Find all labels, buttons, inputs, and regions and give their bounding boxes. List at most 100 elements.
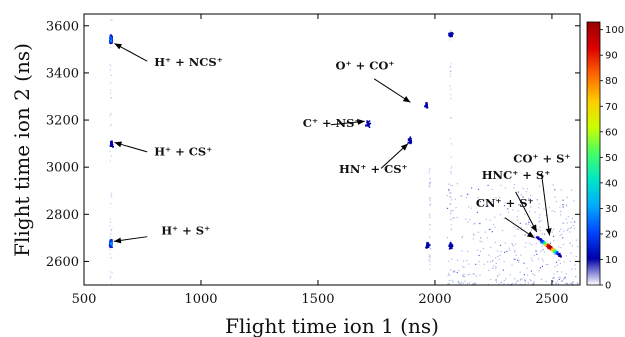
data-point	[110, 65, 112, 67]
data-point	[467, 221, 469, 223]
data-point	[496, 250, 499, 252]
data-point	[448, 189, 450, 191]
data-point	[530, 229, 532, 231]
data-point	[562, 206, 564, 208]
data-point	[548, 226, 550, 228]
data-point	[450, 240, 452, 242]
data-point	[491, 200, 493, 202]
data-point	[530, 206, 532, 208]
data-point	[576, 282, 579, 284]
data-point	[450, 228, 452, 230]
data-point	[542, 260, 544, 262]
data-point	[429, 263, 431, 265]
data-point	[530, 270, 532, 272]
data-point	[451, 279, 453, 281]
data-point	[553, 253, 555, 256]
data-point	[429, 199, 431, 201]
colorbar-tick-label: 10	[605, 255, 618, 266]
data-point	[574, 221, 576, 223]
data-point	[547, 249, 549, 251]
data-point	[459, 283, 461, 285]
data-point	[532, 283, 534, 285]
data-point	[449, 210, 451, 212]
colorbar-tick-label: 20	[605, 229, 618, 240]
data-point	[481, 241, 483, 243]
data-point	[559, 234, 561, 236]
data-point	[558, 254, 561, 257]
data-point	[478, 260, 480, 263]
data-point	[450, 213, 452, 215]
data-point	[449, 244, 452, 247]
data-point	[500, 184, 502, 187]
data-point	[464, 276, 466, 278]
data-point	[450, 33, 452, 36]
data-point	[447, 274, 449, 276]
data-point	[561, 280, 563, 282]
data-point	[499, 244, 502, 246]
data-point	[552, 280, 554, 282]
data-point	[450, 70, 452, 72]
data-point	[541, 233, 543, 235]
data-point	[503, 218, 505, 220]
data-point	[429, 244, 431, 246]
data-point	[499, 254, 501, 256]
data-point	[467, 250, 469, 252]
data-point	[536, 229, 538, 231]
annotation-arrowhead	[530, 224, 537, 232]
data-point	[452, 217, 454, 219]
data-point	[477, 200, 479, 203]
data-point	[109, 89, 112, 91]
data-point	[523, 262, 525, 264]
data-point	[473, 273, 475, 275]
data-point	[366, 123, 369, 125]
data-point	[450, 143, 453, 145]
data-point	[455, 207, 457, 209]
data-point	[460, 281, 462, 284]
data-point	[520, 226, 522, 228]
data-point	[446, 207, 449, 209]
data-point	[516, 281, 518, 283]
data-point	[454, 198, 456, 200]
data-point	[429, 204, 432, 206]
data-point	[541, 249, 544, 251]
colorbar-tick-label: 40	[605, 178, 618, 189]
data-point	[449, 280, 451, 282]
data-point	[449, 242, 451, 245]
data-point	[449, 75, 451, 77]
data-point	[507, 283, 509, 285]
colorbar-tick-label: 30	[605, 204, 618, 215]
data-point	[463, 260, 465, 262]
data-point	[473, 282, 475, 284]
data-point	[449, 246, 452, 249]
data-point	[462, 266, 464, 268]
data-point	[451, 229, 453, 231]
data-point	[503, 260, 505, 263]
data-point	[520, 229, 522, 231]
y-axis: 2600 2800 3000 3200 3400 3600	[46, 19, 580, 270]
data-point	[504, 187, 506, 189]
data-point	[110, 245, 113, 247]
data-point	[519, 271, 521, 273]
data-point	[492, 260, 494, 262]
data-point	[520, 283, 522, 285]
data-point	[479, 204, 481, 206]
data-point	[367, 121, 370, 123]
data-point	[427, 246, 430, 249]
data-point	[558, 259, 560, 261]
data-point	[538, 207, 540, 209]
data-point	[562, 199, 564, 201]
data-point	[478, 254, 480, 257]
data-point	[110, 123, 112, 126]
data-point	[425, 246, 427, 249]
data-point	[530, 280, 532, 282]
data-point	[450, 196, 452, 198]
data-point	[540, 250, 542, 252]
data-point	[450, 171, 452, 173]
data-point	[409, 139, 411, 142]
data-point	[429, 216, 431, 218]
data-point	[575, 255, 577, 257]
colorbar: 0 10 20 30 40 50 60 70 80 90 100	[586, 21, 624, 292]
data-point	[449, 274, 451, 276]
data-point	[570, 226, 572, 228]
data-point	[514, 235, 516, 237]
